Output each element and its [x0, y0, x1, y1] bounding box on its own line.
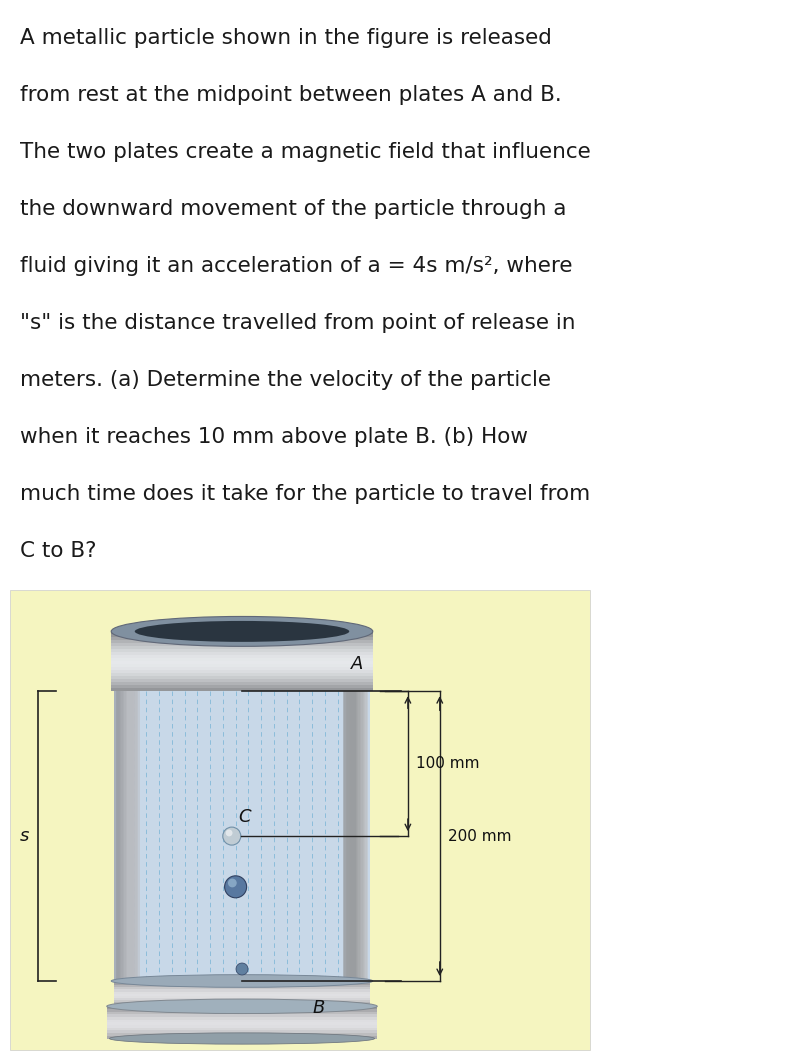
- FancyBboxPatch shape: [117, 692, 129, 981]
- FancyBboxPatch shape: [107, 1036, 377, 1038]
- Text: when it reaches 10 mm above plate B. (b) How: when it reaches 10 mm above plate B. (b)…: [20, 427, 528, 447]
- FancyBboxPatch shape: [111, 667, 373, 670]
- Text: 100 mm: 100 mm: [416, 757, 480, 771]
- Circle shape: [228, 879, 237, 887]
- FancyBboxPatch shape: [111, 677, 373, 679]
- Circle shape: [236, 963, 248, 975]
- Text: s: s: [19, 827, 28, 845]
- FancyBboxPatch shape: [107, 1014, 377, 1017]
- FancyBboxPatch shape: [111, 646, 373, 649]
- FancyBboxPatch shape: [347, 692, 360, 981]
- FancyBboxPatch shape: [127, 692, 140, 981]
- FancyBboxPatch shape: [111, 682, 373, 685]
- FancyBboxPatch shape: [107, 1030, 377, 1033]
- Text: The two plates create a magnetic field that influence: The two plates create a magnetic field t…: [20, 142, 591, 162]
- FancyBboxPatch shape: [107, 1009, 377, 1012]
- FancyBboxPatch shape: [114, 983, 370, 985]
- Text: 200 mm: 200 mm: [447, 829, 511, 844]
- FancyBboxPatch shape: [111, 688, 373, 692]
- Ellipse shape: [107, 999, 377, 1014]
- FancyBboxPatch shape: [116, 692, 129, 981]
- FancyBboxPatch shape: [114, 981, 370, 983]
- FancyBboxPatch shape: [111, 664, 373, 667]
- FancyBboxPatch shape: [111, 662, 373, 664]
- FancyBboxPatch shape: [125, 692, 137, 981]
- FancyBboxPatch shape: [114, 987, 370, 990]
- FancyBboxPatch shape: [107, 1028, 377, 1030]
- FancyBboxPatch shape: [114, 998, 370, 1000]
- FancyBboxPatch shape: [114, 985, 370, 987]
- FancyBboxPatch shape: [107, 1012, 377, 1014]
- FancyBboxPatch shape: [114, 994, 370, 996]
- Text: from rest at the midpoint between plates A and B.: from rest at the midpoint between plates…: [20, 85, 561, 105]
- FancyBboxPatch shape: [114, 1002, 370, 1004]
- FancyBboxPatch shape: [114, 996, 370, 998]
- FancyBboxPatch shape: [125, 692, 138, 981]
- Circle shape: [225, 876, 247, 898]
- FancyBboxPatch shape: [107, 1025, 377, 1028]
- FancyBboxPatch shape: [353, 692, 366, 981]
- FancyBboxPatch shape: [111, 634, 373, 637]
- FancyBboxPatch shape: [114, 1000, 370, 1002]
- FancyBboxPatch shape: [114, 692, 127, 981]
- FancyBboxPatch shape: [114, 1004, 370, 1007]
- FancyBboxPatch shape: [354, 692, 366, 981]
- FancyBboxPatch shape: [119, 692, 131, 981]
- Ellipse shape: [111, 975, 373, 987]
- Text: fluid giving it an acceleration of a = 4s m/s², where: fluid giving it an acceleration of a = 4…: [20, 256, 573, 276]
- FancyBboxPatch shape: [345, 692, 358, 981]
- FancyBboxPatch shape: [356, 692, 368, 981]
- FancyBboxPatch shape: [111, 652, 373, 655]
- Text: A: A: [350, 655, 362, 674]
- FancyBboxPatch shape: [111, 637, 373, 641]
- FancyBboxPatch shape: [111, 670, 373, 674]
- FancyBboxPatch shape: [111, 644, 373, 646]
- FancyBboxPatch shape: [111, 679, 373, 682]
- FancyBboxPatch shape: [111, 649, 373, 652]
- FancyBboxPatch shape: [123, 692, 135, 981]
- FancyBboxPatch shape: [107, 1017, 377, 1019]
- Text: A metallic particle shown in the figure is released: A metallic particle shown in the figure …: [20, 28, 552, 48]
- FancyBboxPatch shape: [349, 692, 361, 981]
- Text: C to B?: C to B?: [20, 541, 96, 561]
- Ellipse shape: [111, 616, 373, 646]
- Ellipse shape: [135, 621, 349, 642]
- Text: "s" is the distance travelled from point of release in: "s" is the distance travelled from point…: [20, 313, 575, 333]
- FancyBboxPatch shape: [120, 692, 133, 981]
- FancyBboxPatch shape: [10, 591, 590, 1050]
- FancyBboxPatch shape: [350, 692, 362, 981]
- Text: the downward movement of the particle through a: the downward movement of the particle th…: [20, 199, 566, 219]
- FancyBboxPatch shape: [111, 685, 373, 688]
- Text: much time does it take for the particle to travel from: much time does it take for the particle …: [20, 484, 591, 504]
- FancyBboxPatch shape: [111, 641, 373, 644]
- FancyBboxPatch shape: [121, 692, 134, 981]
- Text: B: B: [312, 999, 324, 1017]
- FancyBboxPatch shape: [114, 692, 370, 981]
- FancyBboxPatch shape: [114, 992, 370, 994]
- FancyBboxPatch shape: [111, 674, 373, 677]
- FancyBboxPatch shape: [111, 655, 373, 659]
- FancyBboxPatch shape: [351, 692, 364, 981]
- FancyBboxPatch shape: [107, 1007, 377, 1009]
- FancyBboxPatch shape: [345, 692, 357, 981]
- Text: meters. (a) Determine the velocity of the particle: meters. (a) Determine the velocity of th…: [20, 370, 551, 390]
- FancyBboxPatch shape: [111, 659, 373, 662]
- Text: C: C: [238, 808, 251, 826]
- FancyBboxPatch shape: [107, 1019, 377, 1023]
- FancyBboxPatch shape: [111, 631, 373, 634]
- Ellipse shape: [109, 1033, 375, 1044]
- Circle shape: [222, 827, 241, 845]
- FancyBboxPatch shape: [107, 1023, 377, 1025]
- FancyBboxPatch shape: [114, 990, 370, 992]
- Circle shape: [226, 830, 232, 836]
- FancyBboxPatch shape: [343, 692, 356, 981]
- FancyBboxPatch shape: [107, 1033, 377, 1036]
